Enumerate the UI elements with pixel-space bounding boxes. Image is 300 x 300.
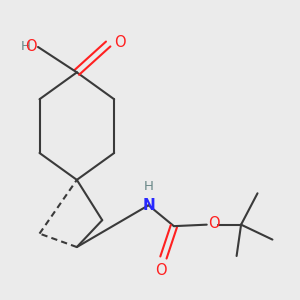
Text: O: O: [26, 39, 37, 54]
Text: H: H: [21, 40, 31, 53]
Text: N: N: [142, 198, 155, 213]
Text: H: H: [144, 180, 153, 193]
Text: O: O: [114, 35, 126, 50]
Text: O: O: [155, 263, 167, 278]
Text: O: O: [208, 216, 220, 231]
